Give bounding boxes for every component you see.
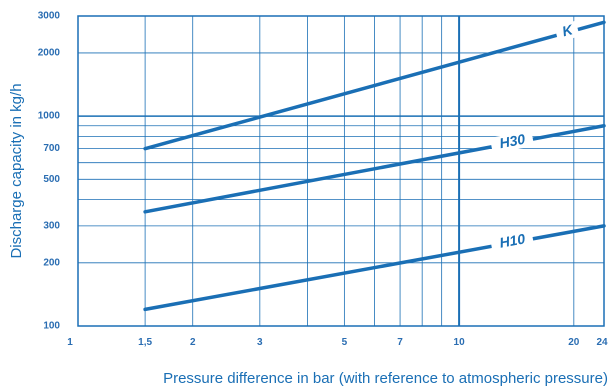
x-tick-labels: 1 1,5 2 3 5 7 10 20 24: [67, 337, 608, 348]
x-tick-label: 1,5: [138, 337, 152, 348]
plot-frame: [77, 15, 605, 327]
y-tick-label: 100: [43, 321, 60, 332]
series-label-h30: H30: [498, 131, 526, 152]
y-tick-label: 300: [43, 220, 60, 231]
series-label-bg: [489, 130, 535, 154]
y-tick-label: 2000: [38, 47, 61, 58]
x-axis-label: Pressure difference in bar (with referen…: [163, 370, 608, 387]
grid-lines: [78, 16, 605, 326]
series-label-h10: H10: [498, 230, 526, 250]
x-tick-label: 2: [190, 337, 196, 348]
y-tick-label: 200: [43, 257, 60, 268]
series-line-k: [143, 20, 606, 151]
x-tick-label: 20: [568, 337, 580, 348]
x-tick-label: 24: [596, 337, 608, 348]
x-tick-label: 5: [342, 337, 348, 348]
y-tick-label: 500: [43, 174, 60, 185]
x-tick-label: 7: [397, 337, 403, 348]
series-label-bg: [489, 229, 535, 254]
y-tick-label: 1000: [38, 111, 61, 122]
series-label-bg: [554, 20, 580, 43]
y-tick-label: 3000: [38, 11, 61, 22]
x-tick-label: 3: [257, 337, 263, 348]
x-tick-label: 1: [67, 337, 73, 348]
y-axis-label: Discharge capacity in kg/h: [8, 83, 25, 258]
y-tick-label: 700: [43, 143, 60, 154]
x-tick-label: 10: [454, 337, 466, 348]
y-tick-labels: 100 200 300 500 700 1000 2000 3000: [38, 11, 61, 332]
